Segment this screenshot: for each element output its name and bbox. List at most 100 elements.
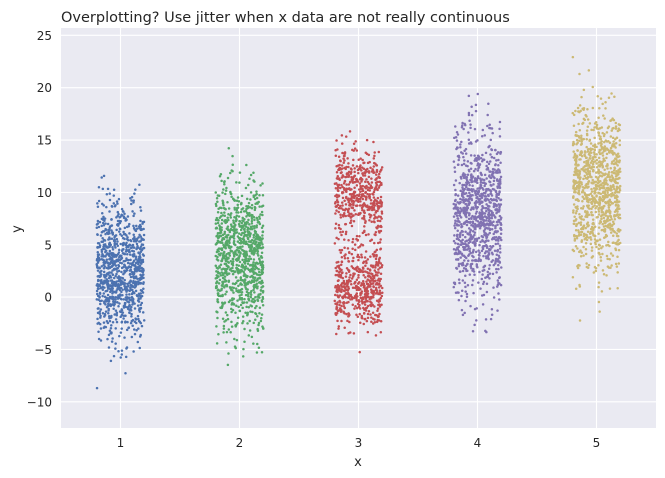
data-point	[352, 256, 355, 260]
data-point	[377, 286, 381, 289]
data-point	[219, 228, 222, 232]
data-point	[594, 266, 598, 270]
data-point	[119, 282, 123, 285]
data-point	[469, 161, 472, 165]
data-point	[379, 247, 383, 251]
data-point	[115, 259, 119, 262]
data-point	[454, 193, 458, 196]
data-point	[236, 240, 240, 243]
data-point	[124, 282, 127, 285]
data-point	[219, 234, 223, 238]
data-point	[108, 192, 111, 195]
data-point	[343, 166, 346, 170]
data-point	[337, 168, 341, 172]
data-point	[585, 115, 588, 118]
data-point	[470, 266, 473, 270]
data-point	[333, 242, 337, 245]
data-point	[226, 363, 230, 367]
data-point	[242, 320, 245, 323]
data-point	[220, 211, 223, 215]
data-point	[604, 202, 608, 205]
data-point	[615, 242, 618, 246]
data-point	[358, 350, 361, 354]
data-point	[574, 134, 577, 137]
data-point	[608, 211, 612, 214]
data-point	[464, 123, 467, 127]
data-point	[227, 233, 230, 237]
data-point	[581, 138, 584, 141]
data-point	[462, 198, 466, 202]
data-point	[220, 179, 223, 183]
data-point	[375, 216, 379, 219]
data-point	[471, 279, 475, 282]
data-point	[365, 293, 369, 296]
data-point	[459, 151, 463, 154]
data-point	[117, 305, 120, 308]
data-point	[573, 237, 577, 241]
data-point	[601, 102, 604, 106]
data-point	[489, 153, 492, 156]
data-point	[380, 286, 384, 290]
data-point	[614, 208, 618, 212]
data-point	[601, 199, 605, 203]
data-point	[106, 252, 109, 255]
data-point	[107, 243, 111, 246]
data-point	[588, 232, 592, 235]
data-point	[224, 219, 227, 222]
data-point	[134, 188, 137, 191]
data-point	[105, 205, 108, 209]
data-point	[128, 222, 131, 226]
data-point	[610, 129, 614, 132]
data-point	[612, 126, 615, 130]
data-point	[227, 207, 231, 210]
data-point	[461, 263, 464, 267]
data-point	[96, 205, 100, 209]
data-point	[136, 269, 140, 272]
data-point	[585, 262, 588, 265]
data-point	[603, 117, 606, 120]
data-point	[131, 246, 134, 249]
data-point	[214, 191, 218, 194]
data-point	[249, 257, 253, 261]
data-point	[471, 175, 475, 178]
data-point	[352, 273, 355, 277]
data-point	[584, 168, 587, 171]
data-point	[129, 197, 132, 200]
data-point	[234, 346, 237, 350]
data-point	[137, 300, 141, 303]
data-point	[481, 153, 484, 157]
data-point	[606, 216, 610, 220]
data-point	[242, 347, 245, 351]
data-point	[139, 292, 143, 295]
data-point	[239, 228, 243, 232]
data-point	[603, 159, 606, 162]
data-point	[238, 241, 241, 245]
data-point	[113, 260, 117, 263]
data-point	[102, 204, 105, 207]
data-point	[373, 151, 376, 154]
data-point	[362, 312, 366, 315]
data-point	[574, 228, 578, 232]
data-point	[369, 313, 372, 316]
data-point	[231, 272, 235, 276]
data-point	[461, 187, 465, 191]
data-point	[356, 295, 359, 298]
data-point	[111, 281, 114, 284]
data-point	[601, 166, 604, 169]
data-point	[453, 166, 456, 169]
data-point	[370, 316, 373, 319]
data-point	[227, 218, 230, 222]
data-point	[460, 208, 463, 211]
data-point	[462, 222, 466, 226]
data-point	[354, 194, 357, 198]
data-point	[118, 221, 122, 225]
data-point	[595, 127, 599, 130]
data-point	[355, 306, 359, 310]
data-point	[142, 287, 145, 291]
data-point	[575, 142, 578, 146]
data-point	[379, 238, 382, 241]
data-point	[335, 204, 339, 208]
data-point	[467, 214, 471, 217]
data-point	[128, 308, 131, 312]
